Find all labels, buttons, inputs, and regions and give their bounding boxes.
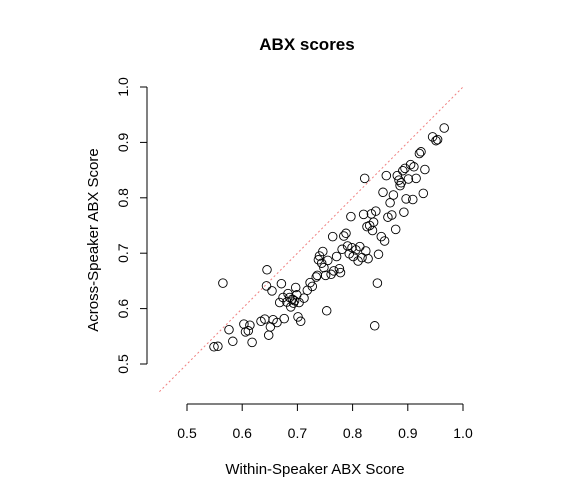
x-tick-label: 1.0	[453, 425, 473, 441]
data-point	[372, 278, 383, 288]
data-point	[431, 135, 441, 146]
data-point	[321, 306, 332, 316]
plot-area	[159, 86, 464, 393]
data-point	[335, 267, 346, 278]
data-point	[279, 313, 289, 324]
data-point	[295, 316, 306, 327]
x-tick-label: 0.6	[232, 425, 252, 441]
x-axis-label: Within-Speaker ABX Score	[225, 461, 404, 478]
data-point	[290, 282, 301, 293]
data-point	[416, 147, 426, 157]
data-point	[247, 337, 257, 348]
y-axis-label: Across-Speaker ABX Score	[85, 148, 102, 331]
y-tick-label: 0.8	[115, 188, 131, 208]
data-point	[408, 194, 418, 205]
data-point	[427, 132, 438, 142]
data-point	[373, 249, 384, 260]
data-point	[274, 297, 285, 308]
identity-reference-line	[159, 86, 464, 393]
x-tick-label: 0.8	[343, 425, 363, 441]
data-point	[398, 165, 408, 176]
data-point	[432, 134, 443, 145]
data-point	[245, 320, 255, 330]
data-point	[381, 170, 392, 181]
chart-title: ABX scores	[259, 35, 354, 54]
data-point	[341, 228, 351, 239]
data-point	[346, 211, 356, 222]
data-point	[369, 321, 380, 331]
data-point	[394, 175, 404, 185]
data-point	[263, 330, 274, 340]
data-point	[414, 148, 425, 159]
data-point	[319, 262, 329, 273]
data-point	[209, 342, 219, 352]
y-axis-ticks: 0.5 0.6 0.7 0.8 0.9 1.0	[115, 77, 147, 374]
data-point	[228, 336, 238, 347]
y-tick-label: 0.5	[115, 354, 131, 374]
data-point	[399, 207, 409, 217]
data-point	[318, 246, 328, 257]
y-tick-label: 0.9	[115, 132, 131, 152]
data-point	[388, 190, 399, 200]
data-point	[239, 319, 249, 329]
data-point	[418, 188, 429, 199]
data-point	[218, 278, 228, 288]
y-tick-label: 0.6	[115, 299, 131, 319]
data-point	[385, 198, 395, 208]
data-point	[316, 258, 327, 268]
y-tick-label: 0.7	[115, 243, 131, 263]
data-point	[313, 255, 324, 265]
data-point	[311, 272, 321, 282]
data-point	[276, 278, 287, 289]
data-point	[213, 341, 223, 352]
data-point	[392, 170, 403, 181]
y-tick-label: 1.0	[115, 77, 131, 97]
data-point	[403, 174, 414, 184]
data-point	[261, 281, 272, 291]
data-point	[327, 231, 338, 242]
x-tick-label: 0.5	[177, 425, 197, 441]
data-point	[368, 217, 379, 227]
data-point	[224, 324, 234, 335]
data-point	[320, 270, 331, 281]
data-point	[396, 178, 406, 188]
data-point	[289, 296, 300, 306]
data-point	[378, 187, 388, 198]
data-point	[243, 326, 254, 336]
data-point	[420, 164, 430, 175]
data-point	[329, 266, 339, 276]
x-tick-label: 0.7	[288, 425, 308, 441]
data-point	[331, 251, 342, 262]
data-point	[323, 255, 333, 266]
data-point	[387, 210, 397, 220]
data-point	[267, 286, 277, 296]
data-point	[342, 241, 353, 251]
data-point	[409, 162, 419, 172]
data-point	[262, 265, 272, 275]
x-tick-label: 0.9	[398, 425, 418, 441]
data-point	[379, 236, 390, 246]
data-point	[439, 123, 449, 133]
data-point	[299, 293, 309, 303]
data-point	[307, 281, 318, 292]
data-point	[337, 244, 347, 255]
data-point	[371, 206, 381, 216]
data-point	[334, 263, 345, 274]
data-point	[405, 159, 416, 170]
data-point	[390, 224, 401, 235]
data-point	[339, 231, 349, 241]
data-point	[265, 322, 276, 332]
data-point	[359, 173, 370, 184]
data-point	[363, 253, 373, 264]
data-point	[411, 173, 421, 184]
data-point	[272, 317, 282, 328]
data-point	[288, 298, 299, 308]
data-point	[326, 269, 336, 280]
x-axis-ticks: 0.5 0.6 0.7 0.8 0.9 1.0	[177, 404, 473, 441]
data-point	[358, 209, 369, 220]
data-point	[401, 194, 411, 204]
